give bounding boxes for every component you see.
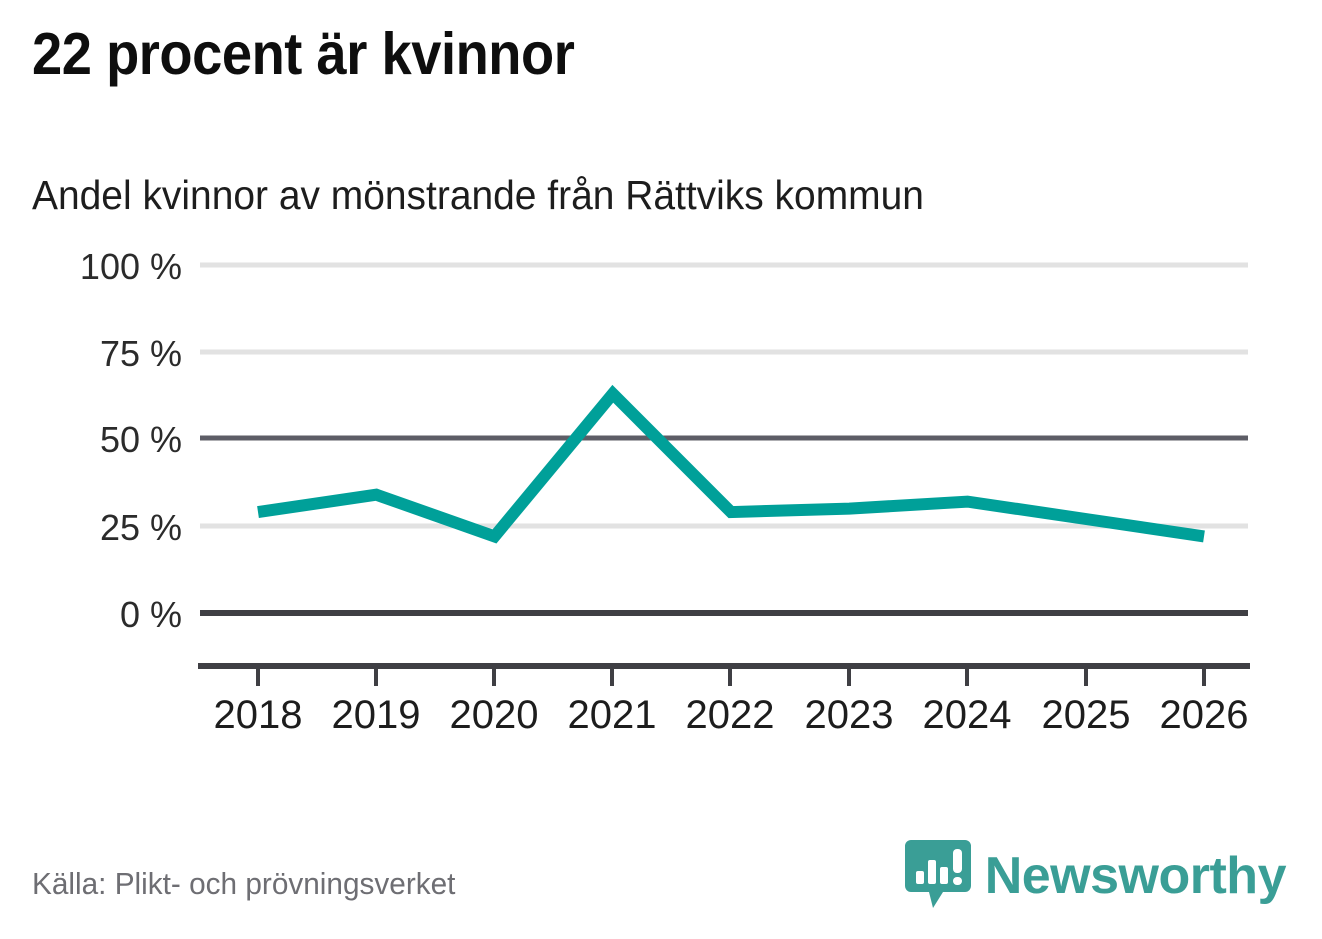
line-chart-svg: 100 % 75 % 50 % 25 % 0 % [80, 246, 1250, 737]
x-tick-label-2018: 2018 [214, 693, 303, 737]
brand-name: Newsworthy [984, 847, 1287, 905]
y-tick-label-100: 100 % [80, 246, 182, 287]
data-series-line [257, 384, 1205, 544]
x-tick-label-2020: 2020 [450, 693, 539, 737]
y-tick-label-0: 0 % [120, 594, 182, 635]
x-axis-ticks [256, 666, 1206, 686]
x-tick-label-2026: 2026 [1160, 693, 1249, 737]
x-tick-label-2019: 2019 [332, 693, 421, 737]
y-axis-labels: 100 % 75 % 50 % 25 % 0 % [80, 246, 182, 635]
chart-plot-area: 100 % 75 % 50 % 25 % 0 % [80, 246, 1250, 737]
page-title: 22 procent är kvinnor [32, 21, 575, 87]
newsworthy-logo: Newsworthy [904, 838, 1287, 914]
y-tick-label-75: 75 % [100, 333, 182, 374]
x-tick-label-2022: 2022 [686, 693, 775, 737]
gridlines [200, 262, 1248, 616]
x-tick-label-2023: 2023 [805, 693, 894, 737]
y-tick-label-25: 25 % [100, 507, 182, 548]
x-axis-labels: 2018 2019 2020 2021 2022 2023 2024 2025 … [214, 693, 1249, 737]
x-tick-label-2024: 2024 [923, 693, 1012, 737]
newsworthy-bubble-bar-chart-icon [904, 840, 971, 908]
y-tick-label-50: 50 % [100, 419, 182, 460]
chart-subtitle: Andel kvinnor av mönstrande från Rättvik… [32, 172, 924, 218]
x-tick-label-2021: 2021 [568, 693, 657, 737]
source-note: Källa: Plikt- och prövningsverket [32, 866, 456, 901]
x-tick-label-2025: 2025 [1042, 693, 1131, 737]
